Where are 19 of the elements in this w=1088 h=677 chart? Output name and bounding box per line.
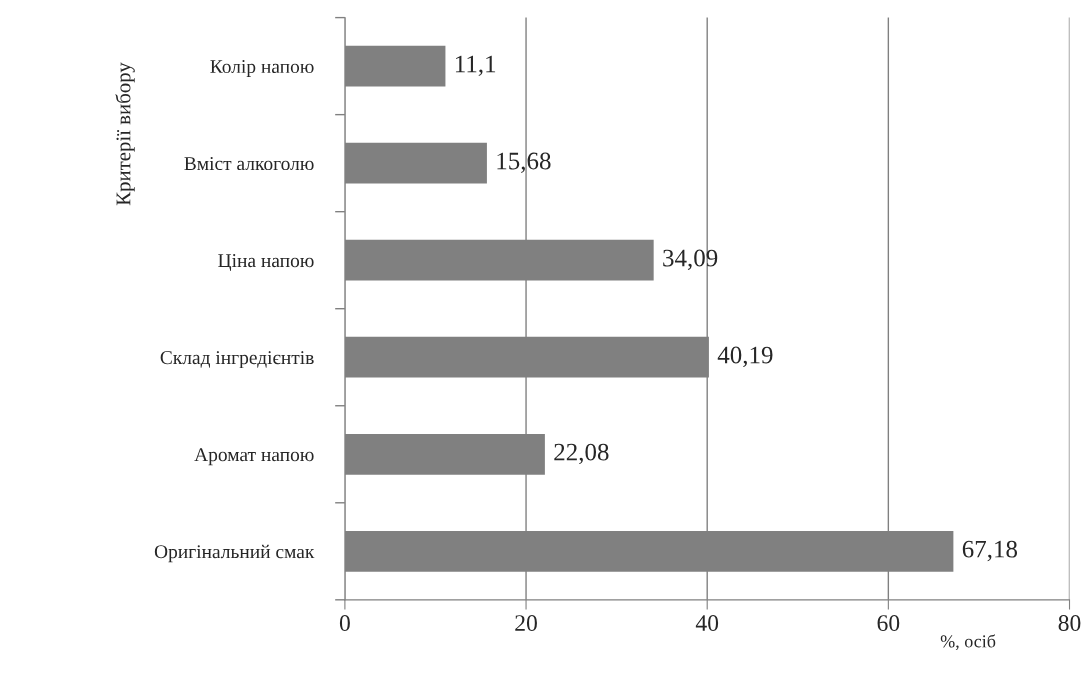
data-label: 22,08 — [554, 443, 609, 465]
data-label: 15,68 — [497, 152, 551, 174]
x-tick-label: 0 — [339, 615, 350, 632]
y-tick-label: Склад інгредієнтів — [160, 351, 314, 369]
y-tick-label: Колір напою — [210, 59, 314, 78]
data-label: 11,1 — [455, 55, 496, 76]
y-axis-title: Критерії вибору — [115, 62, 135, 206]
data-label: 40,19 — [717, 346, 773, 368]
x-tick-label: 40 — [695, 615, 719, 632]
x-tick-label: 20 — [515, 615, 537, 632]
data-label: 34,09 — [663, 249, 718, 271]
y-tick-label: Вміст алкоголю — [184, 157, 314, 171]
y-tick-label: Аромат напою — [194, 448, 314, 466]
x-tick-label: 80 — [1058, 615, 1081, 632]
x-tick-label: 60 — [877, 615, 900, 632]
data-label: 67,18 — [962, 540, 1018, 562]
x-axis-title: %, осіб — [940, 634, 996, 651]
y-tick-label: Оригінальний смак — [154, 544, 315, 563]
y-tick-label: Ціна напою — [218, 254, 314, 272]
